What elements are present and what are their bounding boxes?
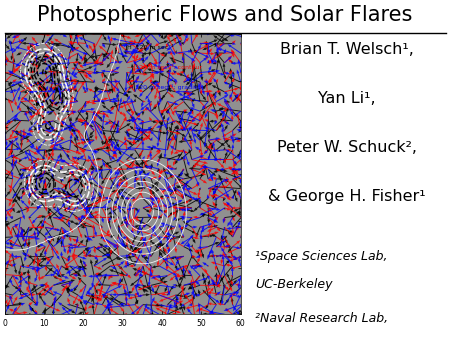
Text: — 120 m sec⁻¹: contour: — 120 m sec⁻¹: contour — [127, 65, 202, 70]
Text: UC-Berkeley: UC-Berkeley — [256, 278, 333, 291]
Text: Yan Li¹,: Yan Li¹, — [318, 91, 375, 106]
Text: ²Naval Research Lab,: ²Naval Research Lab, — [256, 312, 388, 324]
Text: & George H. Fisher¹: & George H. Fisher¹ — [268, 190, 425, 204]
Text: — 120 m sec⁻¹: gradient: — 120 m sec⁻¹: gradient — [127, 84, 205, 90]
Text: ¹Space Sciences Lab,: ¹Space Sciences Lab, — [256, 250, 388, 263]
Text: Brian T. Welsch¹,: Brian T. Welsch¹, — [279, 42, 414, 57]
Text: H  120 m sec⁻¹: H 120 m sec⁻¹ — [127, 45, 174, 50]
Text: Peter W. Schuck²,: Peter W. Schuck², — [276, 140, 417, 155]
Text: Photospheric Flows and Solar Flares: Photospheric Flows and Solar Flares — [37, 5, 413, 25]
